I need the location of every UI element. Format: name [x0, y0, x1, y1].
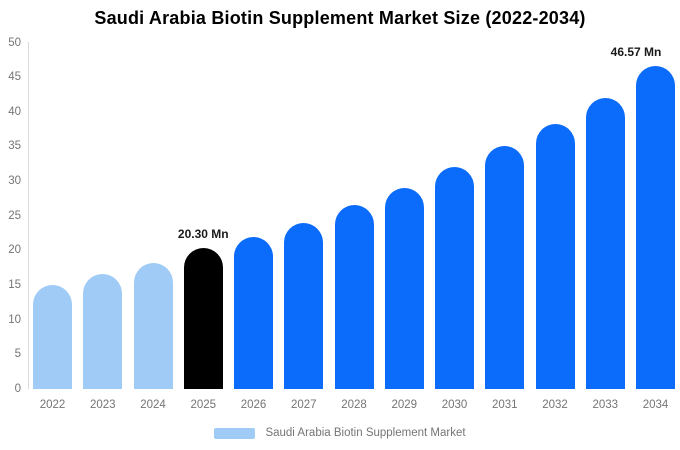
bar-2034: [636, 66, 675, 389]
x-tick-label-2034: 2034: [642, 399, 669, 411]
x-tick-label-2032: 2032: [542, 399, 568, 411]
legend-label: Saudi Arabia Biotin Supplement Market: [265, 427, 466, 439]
x-tick-label-2027: 2027: [290, 399, 317, 411]
x-tick-label-2029: 2029: [391, 399, 418, 411]
x-tick-label-2030: 2030: [441, 399, 468, 411]
bar-2029: [384, 188, 424, 389]
x-tick-label-2025: 2025: [190, 399, 217, 411]
bar-2031: [485, 146, 525, 389]
y-tick-label-35: 35: [8, 140, 21, 153]
x-tick-label-2031: 2031: [491, 399, 518, 411]
y-tick-label-30: 30: [8, 175, 21, 188]
y-tick-label-45: 45: [8, 71, 21, 84]
bar-2033: [585, 97, 625, 389]
y-tick-label-25: 25: [8, 209, 21, 222]
bar-2024: [133, 262, 173, 389]
bar-value-label-2025: 20.30 Mn: [177, 227, 229, 242]
chart-title: Saudi Arabia Biotin Supplement Market Si…: [94, 8, 586, 28]
y-tick-label-10: 10: [8, 313, 21, 326]
x-tick-label-2024: 2024: [140, 399, 166, 411]
x-tick-label-2033: 2033: [592, 399, 619, 411]
bar-2025: [183, 248, 223, 389]
y-tick-label-15: 15: [8, 279, 21, 292]
bar-2027: [284, 222, 324, 389]
y-tick-label-0: 0: [14, 383, 21, 395]
legend-swatch: [214, 427, 256, 439]
bar-2023: [83, 273, 123, 389]
x-tick-label-2022: 2022: [39, 399, 66, 411]
x-tick-label-2028: 2028: [341, 399, 367, 411]
bar-value-label-2034: 46.57 Mn: [610, 45, 662, 60]
bar-2022: [33, 285, 72, 389]
x-tick-label-2026: 2026: [240, 399, 267, 411]
y-tick-label-20: 20: [8, 244, 21, 257]
bar-2032: [535, 123, 575, 389]
bar-2026: [234, 237, 273, 389]
y-tick-label-5: 5: [14, 348, 21, 361]
y-tick-label-40: 40: [8, 105, 21, 118]
x-tick-label-2023: 2023: [89, 399, 116, 411]
y-tick-label-50: 50: [8, 36, 21, 49]
y-axis-line: [28, 42, 29, 389]
legend: Saudi Arabia Biotin Supplement Market: [0, 424, 680, 442]
bar-2030: [435, 167, 474, 389]
bar-2028: [334, 205, 374, 389]
